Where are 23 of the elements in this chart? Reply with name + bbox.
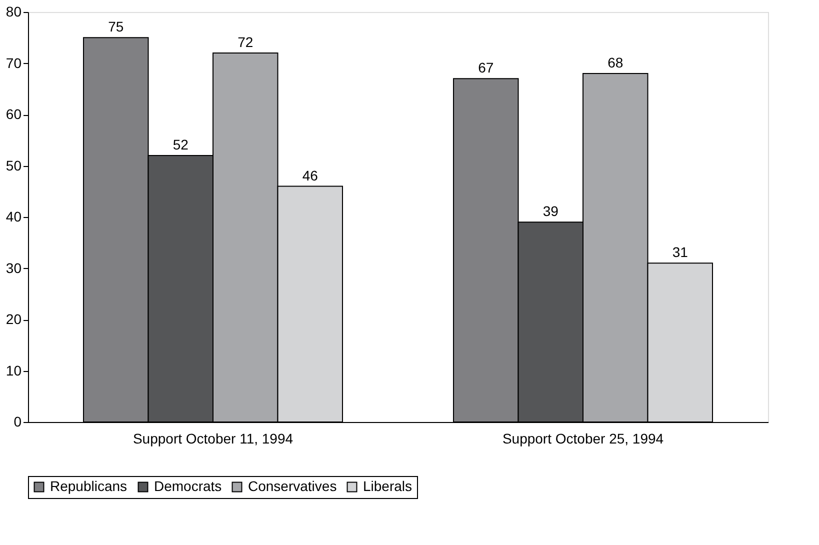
x-tick-label: Support October 25, 1994 (502, 430, 664, 446)
data-label: 39 (542, 203, 559, 220)
legend-label: Liberals (363, 478, 412, 494)
data-label: 67 (478, 60, 494, 76)
y-tick-label: 30 (6, 260, 22, 276)
data-label: 75 (108, 18, 124, 35)
y-tick-label: 80 (6, 4, 22, 20)
data-label: 72 (238, 34, 254, 50)
y-tick-label: 60 (6, 106, 22, 122)
data-label: 46 (302, 167, 318, 184)
legend-label: Conservatives (248, 478, 337, 494)
data-label: 68 (608, 54, 624, 70)
y-tick-label: 0 (14, 414, 22, 430)
y-tick-label: 10 (6, 362, 22, 378)
legend-label: Democrats (154, 478, 222, 494)
legend-label: Republicans (50, 478, 128, 494)
y-tick-label: 40 (6, 208, 22, 224)
data-label: 31 (672, 244, 688, 260)
y-tick-label: 50 (6, 157, 22, 174)
y-tick-label: 20 (6, 311, 22, 327)
y-tick-label: 70 (6, 54, 22, 71)
x-tick-label: Support October 11, 1994 (132, 430, 294, 446)
data-label: 52 (172, 136, 189, 152)
